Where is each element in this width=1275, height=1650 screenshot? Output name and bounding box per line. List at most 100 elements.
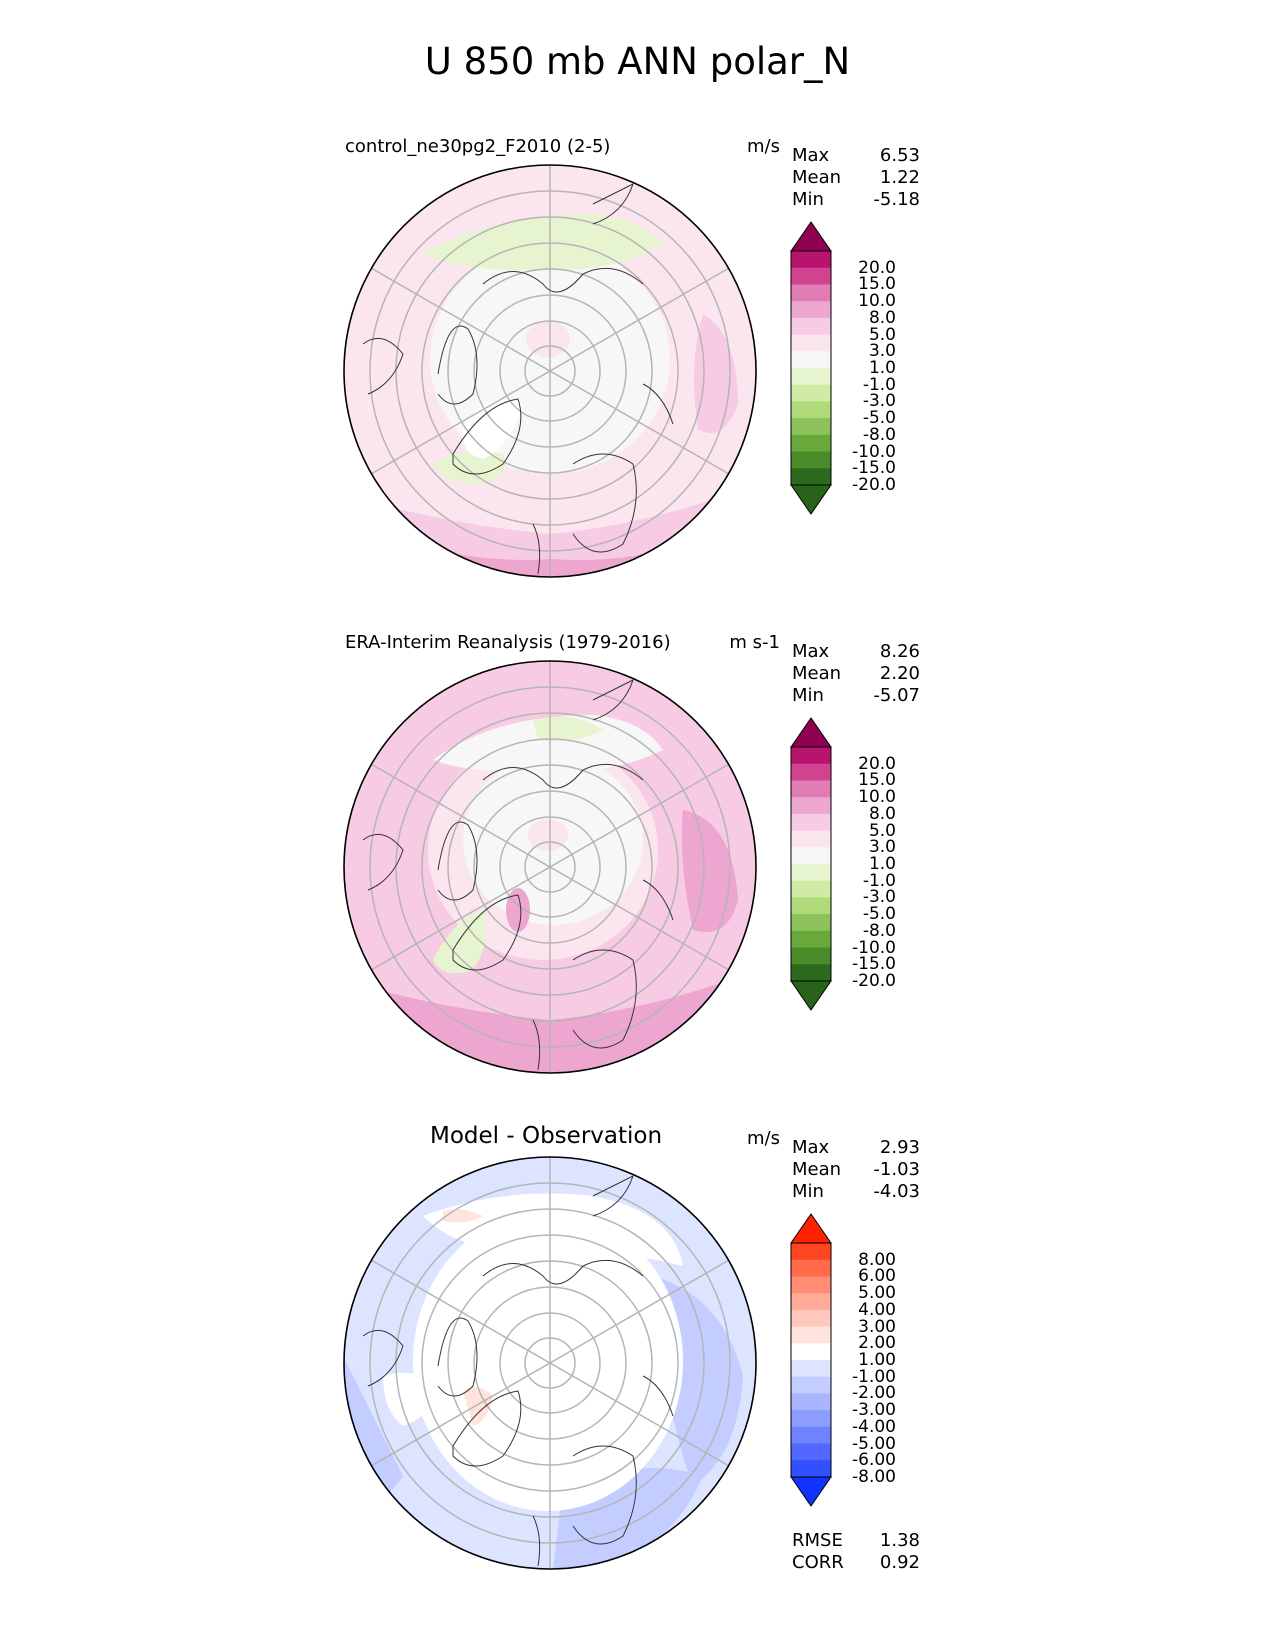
colorbar-tick-label: 1.00: [858, 1350, 896, 1370]
colorbar-tick-label: -10.0: [852, 441, 896, 462]
colorbar-box: [791, 780, 831, 798]
colorbar-box: [791, 418, 831, 436]
colorbar-tick-label: 8.00: [858, 1249, 896, 1270]
colorbar-box: [791, 468, 831, 486]
colorbar-box: [791, 1243, 831, 1261]
units-label: m/s: [747, 1128, 780, 1149]
metrics-block: RMSE 1.38 CORR 0.92: [792, 1530, 920, 1573]
colorbar-box: [791, 1360, 831, 1378]
colorbar-tick-label: -4.00: [852, 1416, 896, 1437]
colorbar-box: [791, 317, 831, 336]
colorbar-box: [791, 830, 831, 848]
colorbar-tick-label: 15.0: [858, 274, 896, 295]
graticule: [369, 661, 731, 1073]
colorbar-box: [791, 1426, 831, 1445]
colorbar-box: [791, 284, 831, 302]
colorbar: [790, 717, 832, 1011]
colorbar-box: [791, 1309, 831, 1328]
polar-map: [343, 660, 757, 1074]
units-label: m/s: [747, 136, 780, 157]
colorbar-box: [791, 1460, 831, 1478]
colorbar-extend-bottom: [790, 484, 832, 515]
colorbar-box: [791, 351, 831, 369]
panel-title: ERA-Interim Reanalysis (1979-2016): [345, 632, 671, 653]
colorbar-outline: [790, 746, 832, 982]
colorbar: [790, 221, 832, 515]
graticule: [369, 1157, 731, 1569]
colorbar-tick-label: 2.00: [858, 1333, 896, 1354]
colorbar-ticks: 20.0 15.0 10.0 8.0 5.0 3.0 1.0 -1.0 -3.0 -5.0 -8.0…: [836, 221, 896, 515]
colorbar-tick-label: 4.00: [858, 1299, 896, 1320]
colorbar-tick-label: -1.0: [862, 870, 896, 891]
colorbar-box: [791, 1259, 831, 1277]
coastlines: [362, 1175, 674, 1567]
colorbar-tick-label: -15.0: [852, 458, 896, 479]
colorbar-tick-label: 1.0: [868, 854, 896, 874]
polar-map: [343, 1156, 757, 1570]
colorbar-tick-label: -1.00: [852, 1366, 896, 1387]
colorbar-tick-label: -20.0: [852, 971, 896, 991]
colorbar-box: [791, 914, 831, 932]
colorbar-tick-label: 8.0: [868, 803, 896, 824]
colorbar-tick-label: -1.0: [862, 374, 896, 395]
colorbar-outline: [790, 250, 832, 486]
colorbar-box: [791, 747, 831, 765]
colorbar-tick-label: 6.00: [858, 1266, 896, 1287]
colorbar-box: [791, 334, 831, 352]
colorbar-tick-label: -20.0: [852, 475, 896, 495]
polar-map: [343, 164, 757, 578]
figure-title: U 850 mb ANN polar_N: [424, 40, 851, 83]
colorbar-box: [791, 897, 831, 915]
colorbar-tick-label: -3.00: [852, 1400, 896, 1421]
colorbar-tick-label: 3.00: [858, 1316, 896, 1337]
colorbar-tick-label: -15.0: [852, 954, 896, 975]
colorbar-tick-label: -3.0: [862, 391, 896, 412]
colorbar-box: [791, 1393, 831, 1411]
map-boundary: [343, 1156, 757, 1570]
colorbar-tick-label: -3.0: [862, 887, 896, 908]
colorbar-box: [791, 301, 831, 319]
colorbar-tick-label: -5.00: [852, 1433, 896, 1454]
colorbar-box: [791, 434, 831, 453]
colorbar-box: [791, 847, 831, 865]
colorbar-tick-label: 20.0: [858, 753, 896, 774]
colorbar-box: [791, 797, 831, 815]
colorbar-tick-label: -10.0: [852, 937, 896, 958]
colorbar-box: [791, 251, 831, 269]
colorbar-ticks: 8.00 6.00 5.00 4.00 3.00 2.00 1.00 -1.00 -2.00 -3…: [836, 1213, 896, 1507]
stats-block: Max 6.53 Mean 1.22 Min -5.18: [792, 145, 920, 210]
colorbar-box: [791, 763, 831, 781]
colorbar-tick-label: -8.0: [862, 920, 896, 941]
colorbar-tick-label: 8.0: [868, 307, 896, 328]
map-boundary: [343, 660, 757, 1074]
colorbar-extend-bottom: [790, 980, 832, 1011]
colorbar: [790, 1213, 832, 1507]
colorbar-box: [791, 1293, 831, 1311]
colorbar-tick-label: -5.0: [862, 904, 896, 925]
stats-block: Max 8.26 Mean 2.20 Min -5.07: [792, 641, 920, 706]
colorbar-box: [791, 1443, 831, 1461]
colorbar-box: [791, 930, 831, 949]
colorbar-tick-label: 3.0: [868, 341, 896, 362]
colorbar-box: [791, 1343, 831, 1361]
colorbar-extend-top: [790, 717, 832, 748]
colorbar-box: [791, 1326, 831, 1344]
colorbar-box: [791, 451, 831, 469]
units-label: m s-1: [729, 632, 780, 653]
colorbar-box: [791, 1410, 831, 1428]
map-boundary: [343, 164, 757, 578]
colorbar-tick-label: -8.0: [862, 424, 896, 445]
colorbar-tick-label: 5.00: [858, 1283, 896, 1304]
colorbar-tick-label: 1.0: [868, 358, 896, 378]
colorbar-tick-label: 5.0: [868, 820, 896, 841]
colorbar-box: [791, 267, 831, 285]
colorbar-box: [791, 947, 831, 965]
colorbar-box: [791, 864, 831, 882]
colorbar-extend-top: [790, 1213, 832, 1244]
colorbar-tick-label: -6.00: [852, 1450, 896, 1471]
colorbar-box: [791, 368, 831, 386]
colorbar-extend-bottom: [790, 1476, 832, 1507]
colorbar-box: [791, 1376, 831, 1394]
colorbar-box: [791, 384, 831, 402]
colorbar-tick-label: 15.0: [858, 770, 896, 791]
